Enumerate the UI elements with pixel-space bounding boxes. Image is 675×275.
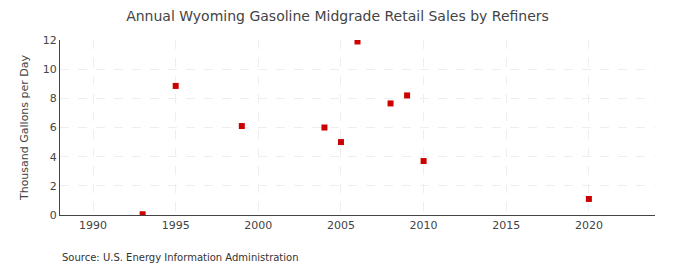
svg-text:12: 12 [43, 34, 57, 47]
svg-text:1990: 1990 [79, 219, 107, 232]
svg-text:2010: 2010 [410, 219, 438, 232]
svg-text:Thousand Gallons per Day: Thousand Gallons per Day [18, 54, 31, 201]
svg-text:2000: 2000 [244, 219, 272, 232]
svg-text:2015: 2015 [492, 219, 520, 232]
svg-text:2: 2 [50, 180, 57, 193]
svg-text:8: 8 [50, 92, 57, 105]
svg-text:2005: 2005 [327, 219, 355, 232]
svg-text:6: 6 [50, 121, 57, 134]
svg-text:Source: U.S. Energy Informatio: Source: U.S. Energy Information Administ… [62, 252, 299, 263]
svg-text:2020: 2020 [575, 219, 603, 232]
svg-text:0: 0 [50, 209, 57, 222]
svg-text:10: 10 [43, 63, 57, 76]
svg-text:Annual Wyoming Gasoline Midgra: Annual Wyoming Gasoline Midgrade Retail … [126, 8, 549, 24]
svg-text:4: 4 [50, 151, 57, 164]
svg-text:1995: 1995 [162, 219, 190, 232]
